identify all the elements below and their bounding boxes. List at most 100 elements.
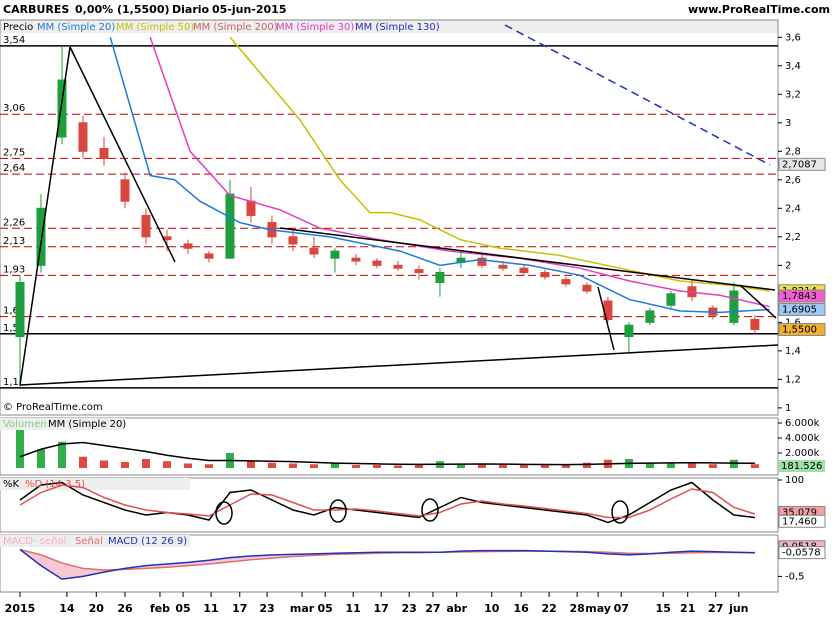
value-label: -0,0578 xyxy=(782,548,821,559)
level-label: 1,5 xyxy=(3,323,19,334)
volume-bar xyxy=(351,465,360,468)
candle-body xyxy=(540,271,550,278)
candle-body xyxy=(477,257,487,266)
value-label: 1,6905 xyxy=(782,304,817,315)
price-panel xyxy=(0,19,779,416)
volume-bar xyxy=(162,461,171,468)
volume-bar xyxy=(393,465,402,468)
volume-bar xyxy=(498,465,507,468)
volume-bar xyxy=(687,462,696,468)
candle-body xyxy=(36,207,46,266)
legend-bg xyxy=(0,418,125,430)
y-tick-label: 2,2 xyxy=(785,232,801,243)
value-label-box xyxy=(778,289,826,303)
volume-bar xyxy=(582,462,591,468)
y-tick-label: -0,5 xyxy=(785,571,805,582)
symbol: CARBURES xyxy=(3,3,69,16)
y-tick-label: 100 xyxy=(785,475,804,486)
value-label: 2,7087 xyxy=(782,159,817,170)
candle-body xyxy=(141,214,151,238)
y-tick-label: 2,4 xyxy=(785,203,801,214)
value-label-box xyxy=(778,546,826,560)
candle-body xyxy=(435,271,445,283)
legend-item: MACD (12 26 9) xyxy=(108,536,187,547)
candle-body xyxy=(330,250,340,259)
legend-bg xyxy=(0,478,190,490)
trendline xyxy=(504,24,771,166)
volume-panel xyxy=(0,417,779,476)
value-label-box xyxy=(778,302,826,316)
candle-body xyxy=(183,243,193,249)
volume-bar xyxy=(288,463,297,468)
candle-body xyxy=(246,200,256,216)
candle-body xyxy=(204,253,214,259)
value-label-box xyxy=(778,322,826,336)
x-tick-label: 21 xyxy=(680,602,695,615)
x-tick-label: mar xyxy=(290,602,315,615)
x-tick-label: 2015 xyxy=(5,602,36,615)
indicator-line xyxy=(19,548,755,580)
x-tick-label: 10 xyxy=(484,602,500,615)
x-tick-label: 26 xyxy=(117,602,133,615)
y-tick-label: 1,6 xyxy=(785,317,801,328)
candle-body xyxy=(750,319,760,330)
legend-item: Precio xyxy=(3,22,33,33)
volume-bar xyxy=(183,463,192,468)
legend-item: MM (Simple 50) xyxy=(116,22,194,33)
volume-bar xyxy=(204,464,213,468)
value-label: 181.526 xyxy=(781,461,822,472)
volume-bar xyxy=(561,464,570,468)
stoch-panel xyxy=(0,477,779,533)
level-label: 3,54 xyxy=(3,35,25,46)
volume-bar xyxy=(414,465,423,468)
candle-body xyxy=(624,324,634,338)
candle-body xyxy=(561,279,571,285)
legend-item: %K xyxy=(3,479,20,490)
indicator-line xyxy=(19,481,755,524)
trendlines xyxy=(19,24,779,525)
site: www.ProRealTime.com xyxy=(688,3,830,16)
y-tick-label: 2.000k xyxy=(785,448,820,459)
volume-bar xyxy=(15,419,24,468)
y-tick-label: 1,4 xyxy=(785,346,801,357)
volume-bar xyxy=(246,461,255,468)
level-label: 1,6 xyxy=(3,306,19,317)
x-tick-label: 28 xyxy=(569,602,584,615)
y-tick-label: 2,8 xyxy=(785,146,801,157)
legend-item: MM (Simple 200) xyxy=(193,22,278,33)
legend-item: MM (Simple 130) xyxy=(355,22,440,33)
level-label: 2,64 xyxy=(3,163,25,174)
x-tick-label: 23 xyxy=(259,602,274,615)
volume-bar xyxy=(750,464,759,468)
candle-body xyxy=(309,247,319,255)
volume-bar xyxy=(540,464,549,468)
macd-panel xyxy=(0,534,779,593)
x-tick-label: 20 xyxy=(89,602,105,615)
y-tick-label: 2 xyxy=(785,260,791,271)
candle-body xyxy=(351,257,361,262)
date: 05-jun-2015 xyxy=(212,3,287,16)
trendline xyxy=(19,46,71,386)
x-tick-label: 27 xyxy=(425,602,440,615)
volume-bar xyxy=(708,464,717,468)
oval xyxy=(215,501,233,525)
volume-bar xyxy=(57,441,66,468)
oval xyxy=(611,500,629,524)
trendline xyxy=(739,284,777,319)
x-tick-label: 17 xyxy=(232,602,247,615)
x-tick-label: 15 xyxy=(656,602,671,615)
y-tick-label: 2,6 xyxy=(785,175,801,186)
candle-body xyxy=(372,260,382,266)
indicator-line xyxy=(19,484,756,519)
value-label: 35,079 xyxy=(782,507,817,518)
candle-body xyxy=(99,147,109,159)
value-label: 1,5500 xyxy=(782,324,817,335)
x-tick-label: 07 xyxy=(614,602,629,615)
legend-item: Volumen xyxy=(3,419,47,430)
y-tick-label: 3,2 xyxy=(785,89,801,100)
volume-bar xyxy=(645,463,654,468)
level-label: 3,06 xyxy=(3,103,25,114)
candle-body xyxy=(666,293,676,306)
x-tick-label: 22 xyxy=(541,602,556,615)
x-tick-label: 05 xyxy=(318,602,333,615)
